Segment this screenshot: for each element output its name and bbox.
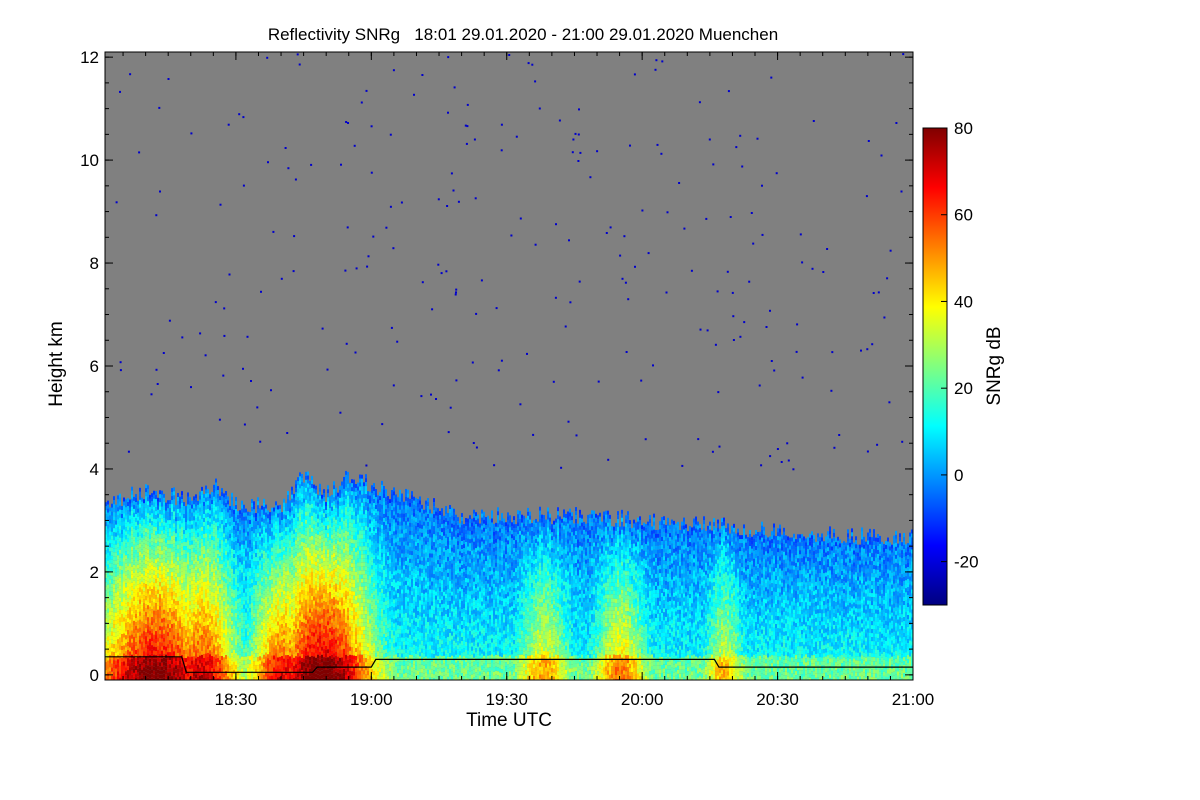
y-axis: 0 2 4 6 8 10 12 xyxy=(80,48,913,685)
colorbar-tick-label: 20 xyxy=(954,379,973,398)
y-tick-label: 2 xyxy=(90,563,99,582)
x-tick-label: 19:00 xyxy=(350,690,393,709)
colorbar-tick-label: 0 xyxy=(954,466,963,485)
colorbar-frame xyxy=(922,127,948,606)
y-tick-label: 8 xyxy=(90,254,99,273)
x-tick-label: 20:30 xyxy=(756,690,799,709)
colorbar-tick-label: 60 xyxy=(954,206,973,225)
y-tick-label: 6 xyxy=(90,357,99,376)
colorbar-gradient xyxy=(923,128,947,605)
y-axis-label: Height km xyxy=(46,321,67,407)
colorbar-tick-label: 80 xyxy=(954,119,973,138)
cloud-base-line xyxy=(105,656,913,673)
y-tick-label: 10 xyxy=(80,151,99,170)
y-tick-label: 12 xyxy=(80,48,99,67)
x-axis-label: Time UTC xyxy=(466,710,552,731)
chart-title: Reflectivity SNRg 18:01 29.01.2020 - 21:… xyxy=(268,25,778,44)
x-tick-label: 19:30 xyxy=(485,690,528,709)
colorbar-tick-label: 40 xyxy=(954,292,973,311)
x-tick-label: 20:00 xyxy=(621,690,664,709)
colorbar: -20 0 20 40 60 80 SNRg dB xyxy=(922,119,1005,606)
x-axis: 18:30 19:00 19:30 20:00 20:30 21:00 xyxy=(122,52,935,709)
heatmap-field xyxy=(105,470,913,680)
y-tick-label: 4 xyxy=(90,460,99,479)
y-tick-label: 0 xyxy=(90,666,99,685)
colorbar-ticks: -20 0 20 40 60 80 xyxy=(941,119,979,572)
plot-area xyxy=(104,51,914,681)
colorbar-tick-label: -20 xyxy=(954,553,979,572)
x-tick-label: 21:00 xyxy=(892,690,935,709)
noise-dots xyxy=(115,53,905,471)
x-tick-label: 18:30 xyxy=(215,690,258,709)
colorbar-label: SNRg dB xyxy=(984,326,1005,405)
